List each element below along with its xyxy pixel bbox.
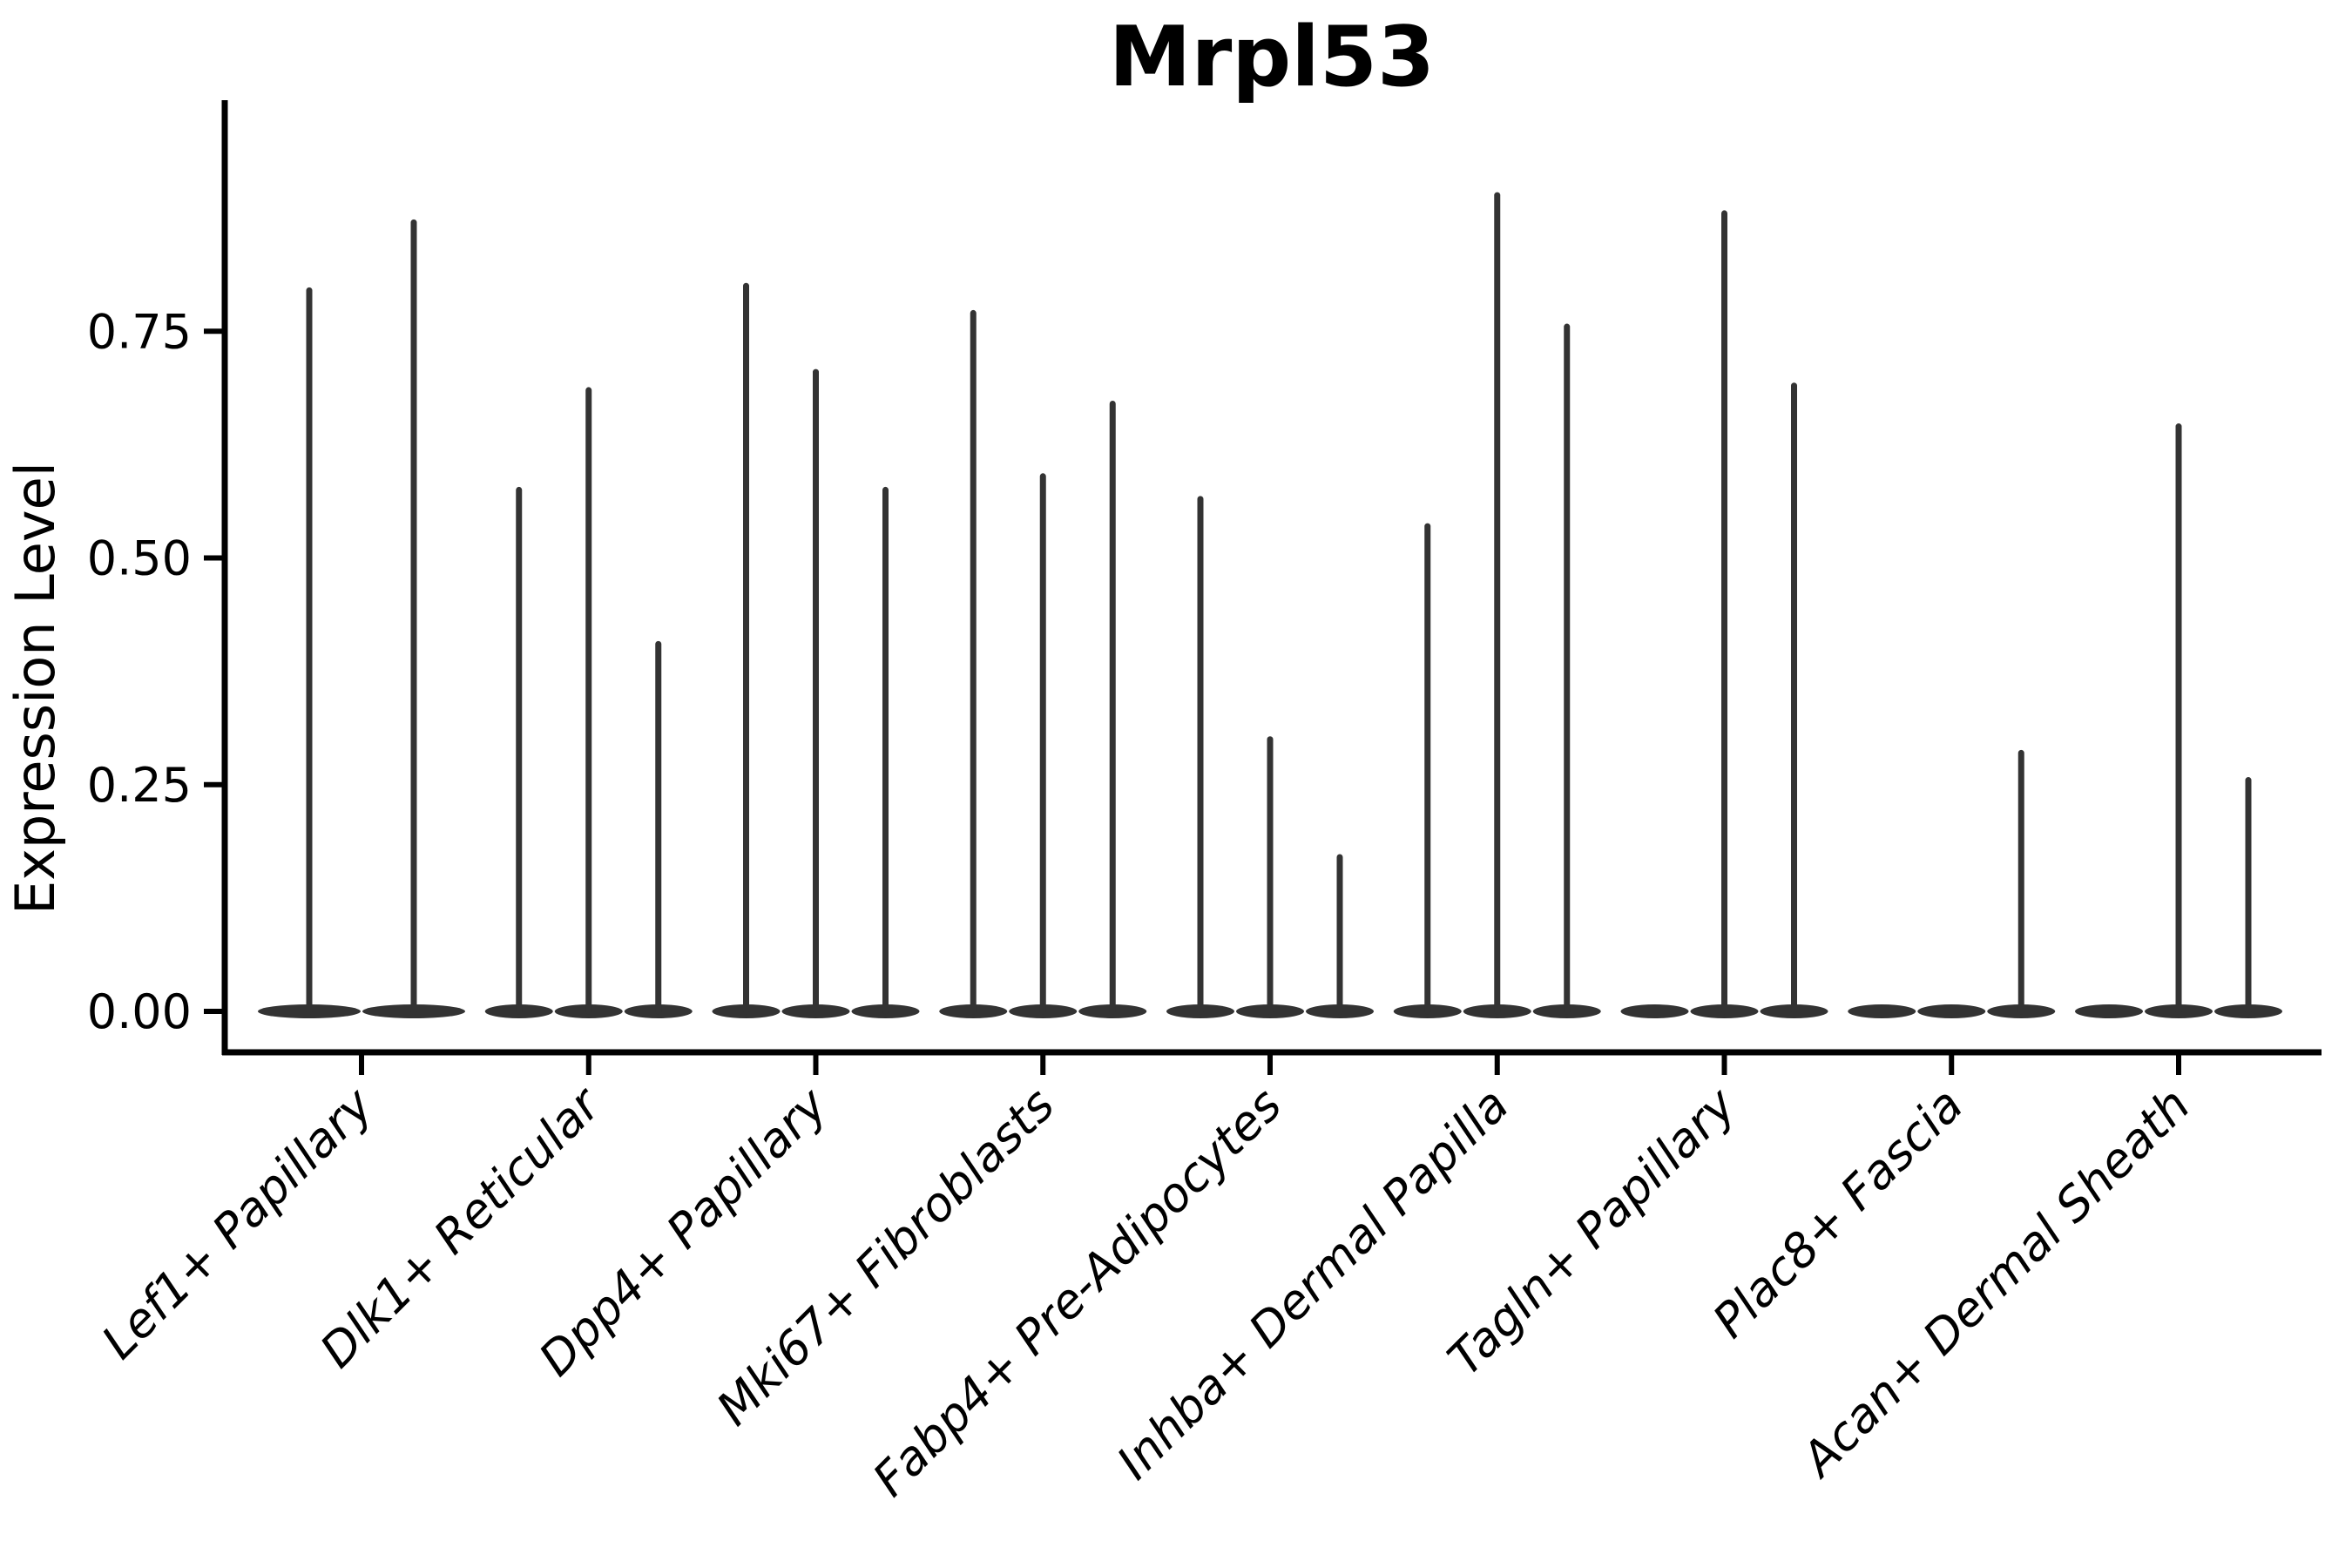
- violin-body: [1848, 1004, 1916, 1018]
- x-category-label: Acan+ Dermal Sheath: [1789, 1078, 2200, 1489]
- x-category-label: Fabp4+ Pre-Adipocytes: [862, 1078, 1292, 1507]
- y-tick-label: 0.00: [87, 984, 192, 1039]
- violin-body: [1917, 1004, 1986, 1018]
- x-category-label: Inhba+ Dermal Papilla: [1106, 1078, 1519, 1490]
- y-tick-label: 0.50: [87, 531, 192, 586]
- violin-body: [1620, 1004, 1689, 1018]
- y-tick-label: 0.25: [87, 758, 192, 813]
- y-axis-label: Expression Level: [3, 462, 67, 915]
- y-tick-label: 0.75: [87, 304, 192, 359]
- violin-body: [2075, 1004, 2143, 1018]
- chart-title: Mrpl53: [1109, 10, 1435, 105]
